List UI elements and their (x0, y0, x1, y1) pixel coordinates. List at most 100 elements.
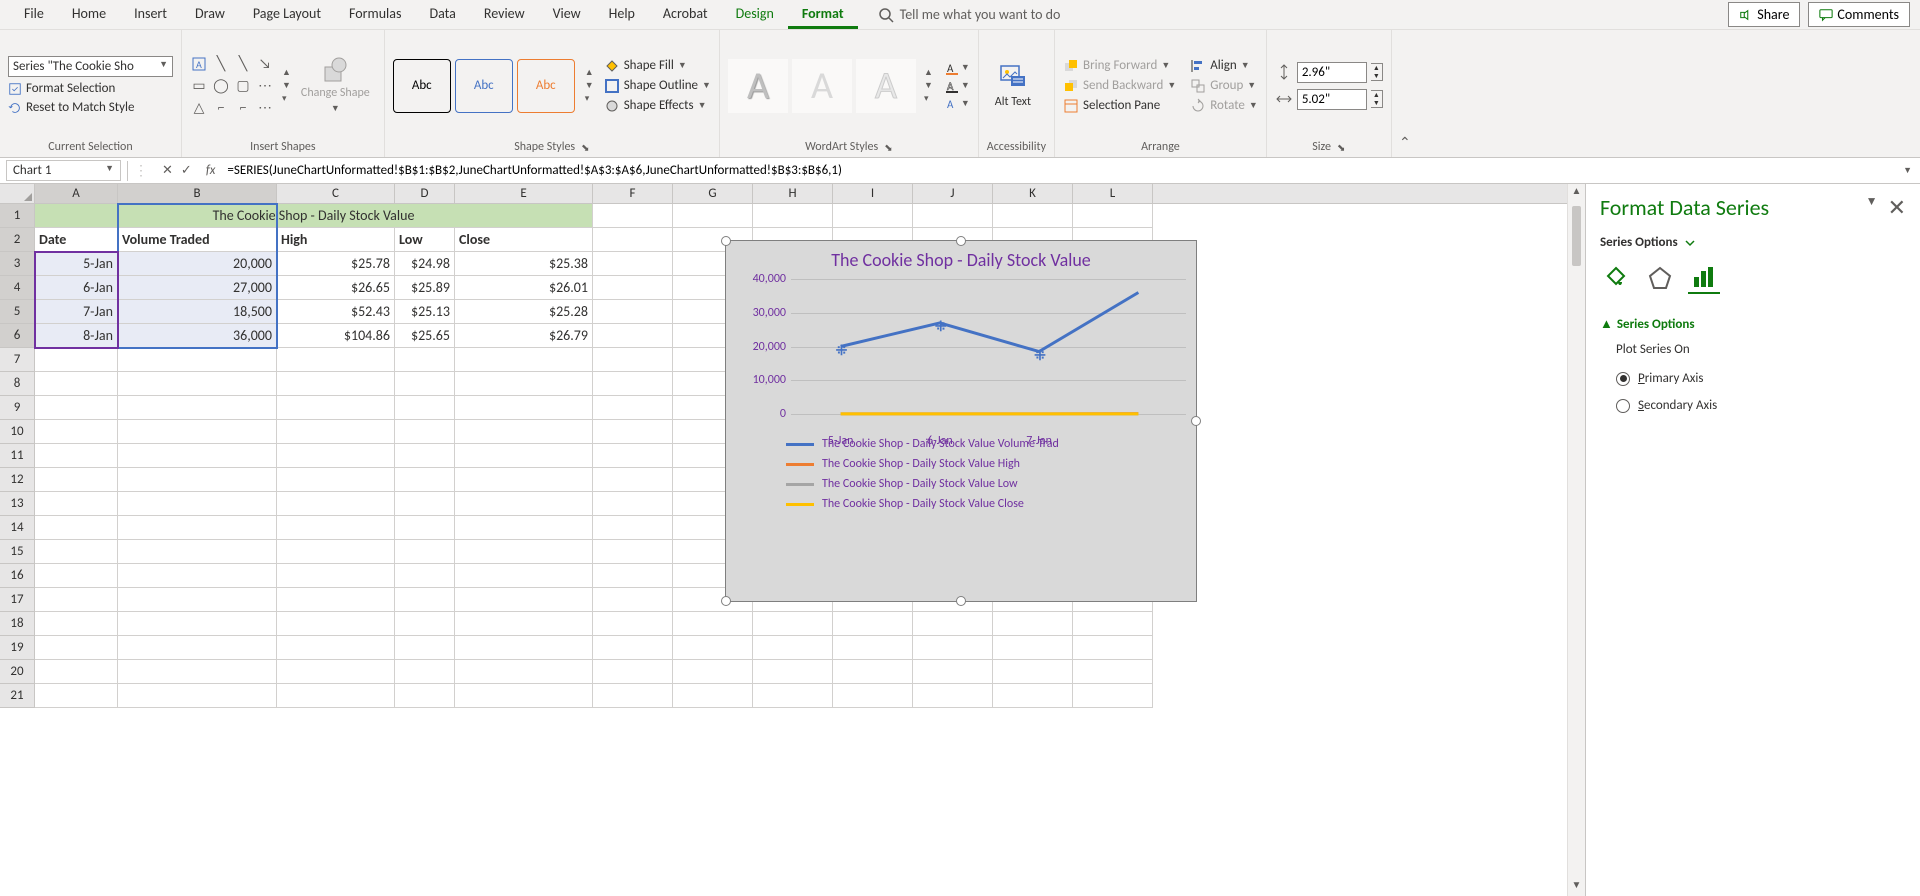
text-effects-button[interactable]: A▼ (945, 97, 970, 111)
cell-B19[interactable] (118, 636, 277, 660)
tab-review[interactable]: Review (470, 1, 539, 29)
cell-F1[interactable] (593, 204, 673, 228)
cell-K19[interactable] (993, 636, 1073, 660)
gallery-down-icon[interactable]: ▼ (282, 80, 291, 91)
cell-D5[interactable]: $25.13 (395, 300, 455, 324)
text-fill-button[interactable]: A▼ (945, 61, 970, 75)
cell-A9[interactable] (35, 396, 118, 420)
l-icon[interactable]: ⌐ (212, 99, 230, 117)
format-selection-button[interactable]: Format Selection (8, 81, 173, 96)
row-header-8[interactable]: 8 (0, 372, 35, 396)
cell-E12[interactable] (455, 468, 593, 492)
cell-A18[interactable] (35, 612, 118, 636)
cell-H1[interactable] (753, 204, 833, 228)
cell-G21[interactable] (673, 684, 753, 708)
col-header-C[interactable]: C (277, 184, 395, 203)
accept-formula-icon[interactable]: ✓ (181, 163, 192, 178)
cell-I21[interactable] (833, 684, 913, 708)
launcher-icon[interactable]: ⬊ (581, 141, 589, 154)
cell-F10[interactable] (593, 420, 673, 444)
cell-F2[interactable] (593, 228, 673, 252)
row-header-12[interactable]: 12 (0, 468, 35, 492)
row-header-14[interactable]: 14 (0, 516, 35, 540)
shape-fill-button[interactable]: Shape Fill▼ (604, 58, 711, 74)
col-header-F[interactable]: F (593, 184, 673, 203)
cell-E13[interactable] (455, 492, 593, 516)
tab-view[interactable]: View (539, 1, 595, 29)
tell-me-search[interactable]: Tell me what you want to do (878, 6, 1061, 23)
cell-F3[interactable] (593, 252, 673, 276)
oval-icon[interactable]: ◯ (212, 77, 230, 95)
bring-forward-button[interactable]: Bring Forward▼ (1063, 58, 1176, 74)
cell-D17[interactable] (395, 588, 455, 612)
tab-formulas[interactable]: Formulas (335, 1, 415, 29)
wa-up[interactable]: ▲ (924, 67, 933, 78)
rotate-button[interactable]: Rotate▼ (1190, 98, 1258, 114)
cell-D8[interactable] (395, 372, 455, 396)
cell-F5[interactable] (593, 300, 673, 324)
rrect-icon[interactable]: ▢ (234, 77, 252, 95)
cancel-formula-icon[interactable]: ✕ (162, 163, 173, 178)
text-outline-button[interactable]: A▼ (945, 79, 970, 93)
col-header-L[interactable]: L (1073, 184, 1153, 203)
cell-C3[interactable]: $25.78 (277, 252, 395, 276)
legend-item[interactable]: The Cookie Shop - Daily Stock Value Low (786, 477, 1186, 491)
row-header-16[interactable]: 16 (0, 564, 35, 588)
row-header-10[interactable]: 10 (0, 420, 35, 444)
cell-D13[interactable] (395, 492, 455, 516)
cell-B4[interactable]: 27,000 (118, 276, 277, 300)
styles-up-icon[interactable]: ▲ (585, 67, 594, 78)
cell-E18[interactable] (455, 612, 593, 636)
close-pane-icon[interactable]: ✕ (1888, 194, 1906, 221)
col-header-A[interactable]: A (35, 184, 118, 203)
cell-D14[interactable] (395, 516, 455, 540)
chart-title[interactable]: The Cookie Shop - Daily Stock Value (726, 241, 1196, 279)
reset-style-button[interactable]: Reset to Match Style (8, 100, 173, 115)
textbox-icon[interactable]: A (190, 55, 208, 73)
cell-D6[interactable]: $25.65 (395, 324, 455, 348)
cell-C19[interactable] (277, 636, 395, 660)
cell-A21[interactable] (35, 684, 118, 708)
cell-E11[interactable] (455, 444, 593, 468)
comments-button[interactable]: Comments (1808, 2, 1910, 27)
cell-D18[interactable] (395, 612, 455, 636)
gallery-more-icon[interactable]: ▾ (282, 93, 291, 104)
cell-B13[interactable] (118, 492, 277, 516)
row-header-6[interactable]: 6 (0, 324, 35, 348)
cell-C10[interactable] (277, 420, 395, 444)
cell-C4[interactable]: $26.65 (277, 276, 395, 300)
formula-input[interactable] (221, 161, 1895, 180)
cell-A10[interactable] (35, 420, 118, 444)
cell-D16[interactable] (395, 564, 455, 588)
cell-E3[interactable]: $25.38 (455, 252, 593, 276)
cell-K20[interactable] (993, 660, 1073, 684)
cell-J19[interactable] (913, 636, 993, 660)
resize-handle[interactable] (956, 596, 966, 606)
cell-D11[interactable] (395, 444, 455, 468)
cell-I20[interactable] (833, 660, 913, 684)
cell-C14[interactable] (277, 516, 395, 540)
row-header-15[interactable]: 15 (0, 540, 35, 564)
col-header-G[interactable]: G (673, 184, 753, 203)
cell-B18[interactable] (118, 612, 277, 636)
cell-D19[interactable] (395, 636, 455, 660)
cell-H21[interactable] (753, 684, 833, 708)
cell-E6[interactable]: $26.79 (455, 324, 593, 348)
cell-G1[interactable] (673, 204, 753, 228)
secondary-axis-radio[interactable]: Secondary Axis (1616, 392, 1906, 419)
pane-options-icon[interactable]: ▼ (1866, 194, 1878, 221)
collapse-ribbon-icon[interactable]: ⌃ (1399, 134, 1411, 151)
cell-E15[interactable] (455, 540, 593, 564)
col-header-E[interactable]: E (455, 184, 593, 203)
tab-help[interactable]: Help (595, 1, 649, 29)
cell-F14[interactable] (593, 516, 673, 540)
cell-C20[interactable] (277, 660, 395, 684)
cell-F16[interactable] (593, 564, 673, 588)
cell-E17[interactable] (455, 588, 593, 612)
col-header-H[interactable]: H (753, 184, 833, 203)
cell-J18[interactable] (913, 612, 993, 636)
tab-home[interactable]: Home (58, 1, 120, 29)
cell-B10[interactable] (118, 420, 277, 444)
chart-plot-area[interactable]: 40,00030,00020,00010,00005-Jan6-Jan7-Jan… (736, 279, 1186, 429)
cell-G20[interactable] (673, 660, 753, 684)
